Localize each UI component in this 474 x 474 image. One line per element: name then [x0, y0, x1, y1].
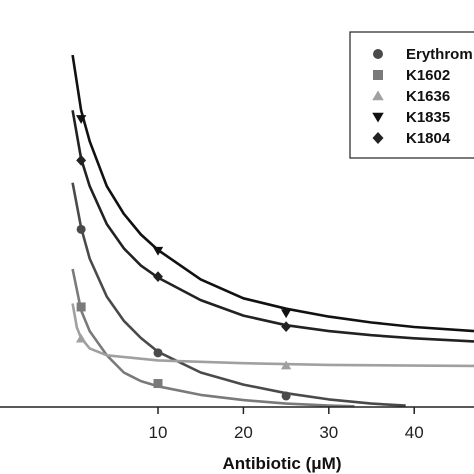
- x-axis-ticks: 10 20 30 40: [149, 407, 424, 442]
- legend-label-k1636: K1636: [406, 88, 450, 105]
- data-point-k1602-1: [153, 379, 163, 389]
- data-point-k1804-1: [153, 271, 163, 282]
- x-axis-title: Antibiotic (μM): [223, 454, 342, 473]
- legend-label-k1602: K1602: [406, 67, 450, 84]
- data-point-k1602-0: [76, 302, 86, 312]
- data-point-k1804-0: [76, 154, 87, 166]
- data-point-erythrom-1: [153, 348, 163, 358]
- legend-marker-k1636: [372, 90, 384, 101]
- data-point-erythrom-2: [281, 391, 291, 401]
- data-point-k1804-2: [281, 321, 292, 333]
- fit-curve-k1804: [71, 110, 474, 343]
- fit-curve-k1835: [71, 54, 474, 333]
- legend-label-erythrom: Erythrom: [406, 46, 473, 63]
- fit-curve-k1636: [71, 303, 474, 368]
- data-point-k1636-0: [75, 333, 87, 343]
- x-tick-label: 30: [319, 423, 338, 442]
- legend-box: [349, 31, 474, 159]
- data-point-erythrom-0: [76, 224, 86, 234]
- legend-marker-k1804: [372, 132, 384, 144]
- legend-label-k1835: K1835: [406, 109, 450, 126]
- x-tick-label: 40: [405, 423, 424, 442]
- data-points: [75, 115, 292, 401]
- data-point-k1835-0: [75, 115, 87, 124]
- data-point-k1636-1: [280, 360, 292, 370]
- x-tick-label: 10: [149, 423, 168, 442]
- legend-marker-k1602: [373, 70, 383, 80]
- fit-curve-k1602: [71, 268, 355, 408]
- legend-marker-k1835: [372, 112, 384, 123]
- legend-marker-erythrom: [373, 49, 383, 59]
- legend-label-k1804: K1804: [406, 130, 451, 147]
- data-point-k1835-1: [152, 246, 164, 256]
- data-point-k1835-2: [280, 309, 292, 319]
- legend: Erythrom K1602 K1636 K1835 K1804: [349, 31, 474, 159]
- x-tick-label: 20: [234, 423, 253, 442]
